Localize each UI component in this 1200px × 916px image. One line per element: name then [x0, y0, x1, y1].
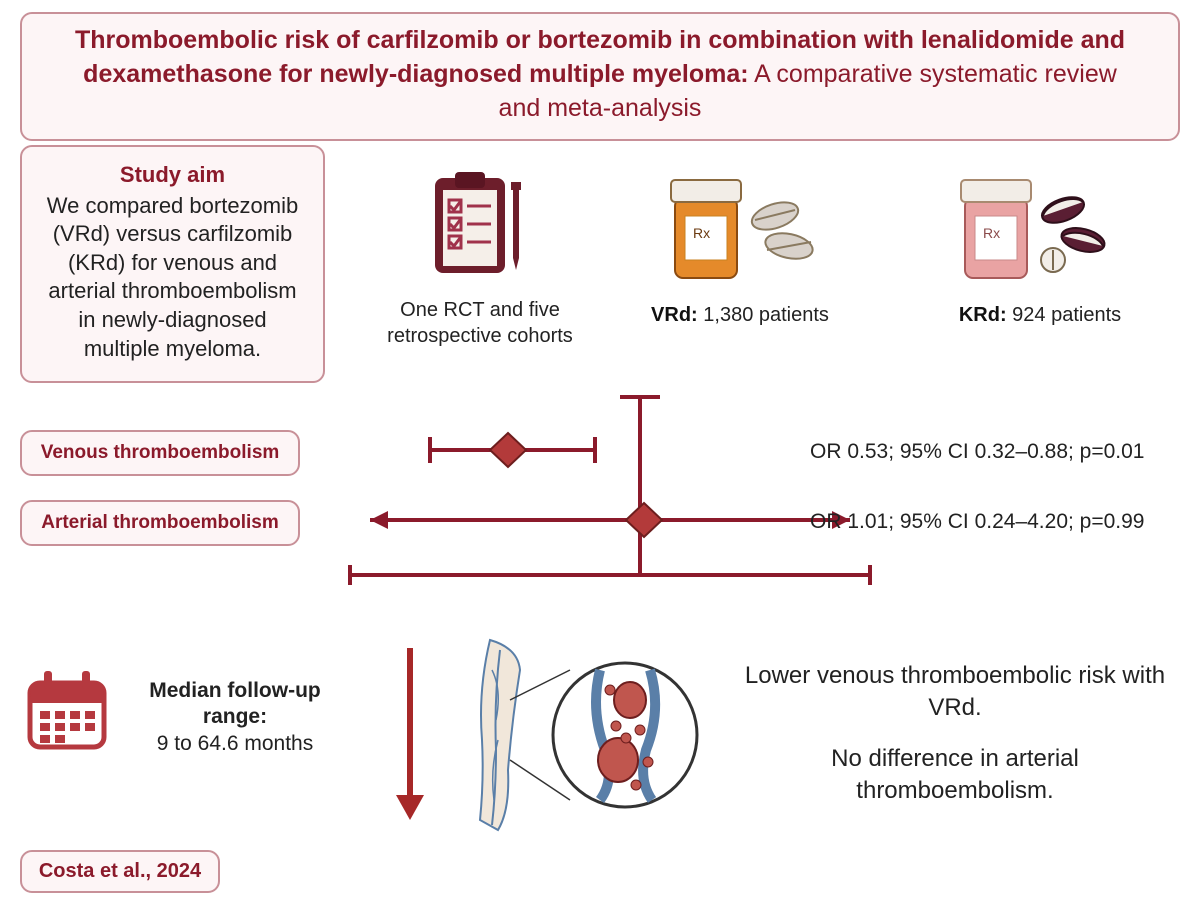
- pill-bottle-orange-icon: Rx: [655, 168, 825, 288]
- forest-label-venous: Venous thromboembolism: [20, 430, 300, 476]
- conclusion-line-2: No difference in arterial thromboembolis…: [740, 743, 1170, 808]
- vrd-caption: VRd: 1,380 patients: [640, 302, 840, 328]
- followup-heading: Median follow-up range:: [130, 678, 340, 731]
- down-arrow-icon: [390, 640, 430, 830]
- forest-label-arterial: Arterial thromboembolism: [20, 500, 300, 546]
- citation-box: Costa et al., 2024: [20, 850, 220, 893]
- svg-text:Rx: Rx: [693, 225, 710, 241]
- vrd-label: VRd:: [651, 304, 698, 326]
- krd-caption: KRd: 924 patients: [940, 302, 1140, 328]
- forest-plot: [330, 395, 910, 595]
- followup-value: 9 to 64.6 months: [130, 732, 340, 756]
- krd-col: Rx KRd: 924 patients: [940, 168, 1140, 328]
- pill-bottle-pink-icon: Rx: [945, 168, 1135, 288]
- clipboard-caption: One RCT and five retrospective cohorts: [380, 297, 580, 349]
- title-box: Thromboembolic risk of carfilzomib or bo…: [20, 12, 1180, 141]
- vrd-value: 1,380 patients: [698, 304, 829, 326]
- clipboard-icon: [425, 168, 535, 283]
- cohorts-clipboard-col: One RCT and five retrospective cohorts: [380, 168, 580, 349]
- krd-value: 924 patients: [1007, 304, 1122, 326]
- conclusion-block: Lower venous thromboembolic risk with VR…: [740, 660, 1170, 808]
- vrd-col: Rx VRd: 1,380 patients: [640, 168, 840, 328]
- forest-stat-arterial: OR 1.01; 95% CI 0.24–4.20; p=0.99: [810, 510, 1144, 534]
- study-aim-text: We compared bortezomib (VRd) versus carf…: [47, 193, 299, 361]
- krd-label: KRd:: [959, 304, 1007, 326]
- study-aim-box: Study aim We compared bortezomib (VRd) v…: [20, 145, 325, 383]
- svg-text:Rx: Rx: [983, 225, 1000, 241]
- calendar-icon: [22, 665, 112, 755]
- leg-vein-icon: [440, 630, 720, 850]
- study-aim-heading: Study aim: [40, 161, 305, 190]
- forest-stat-venous: OR 0.53; 95% CI 0.32–0.88; p=0.01: [810, 440, 1144, 464]
- conclusion-line-1: Lower venous thromboembolic risk with VR…: [740, 660, 1170, 725]
